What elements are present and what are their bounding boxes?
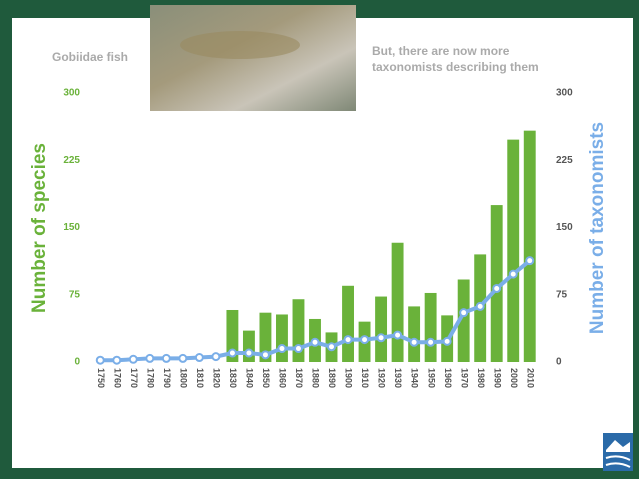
point xyxy=(360,335,370,345)
x-tick-label: 1770 xyxy=(129,368,139,388)
point xyxy=(178,353,188,363)
point xyxy=(508,269,518,279)
point xyxy=(161,353,171,363)
point xyxy=(293,344,303,354)
y2-tick-label: 150 xyxy=(556,222,573,233)
point xyxy=(145,353,155,363)
point xyxy=(211,352,221,362)
point xyxy=(492,283,502,293)
point xyxy=(260,350,270,360)
bar xyxy=(375,296,388,362)
bar xyxy=(342,285,354,362)
point xyxy=(343,335,353,345)
point xyxy=(244,348,254,358)
x-tick-label: 1910 xyxy=(360,368,370,388)
bar xyxy=(276,314,288,362)
x-tick-label: 2010 xyxy=(525,368,535,388)
point xyxy=(128,354,138,364)
x-tick-label: 1810 xyxy=(195,368,205,388)
x-tick-label: 1890 xyxy=(327,368,337,388)
bar xyxy=(457,279,470,362)
point xyxy=(409,337,419,347)
x-tick-label: 1920 xyxy=(377,368,387,388)
x-tick-label: 1940 xyxy=(410,368,420,388)
x-tick-label: 1790 xyxy=(162,368,172,388)
plot: 0 75 150 225 300 0 75 150 225 300 1750 1760 1770 1780… xyxy=(63,88,573,388)
fish-shape xyxy=(180,31,300,59)
x-tick-label: 1780 xyxy=(145,368,155,388)
point xyxy=(376,333,386,343)
logo xyxy=(603,433,633,471)
annotation: taxonomists describing them xyxy=(372,60,539,74)
bar xyxy=(490,205,503,362)
x-tick-label: 1970 xyxy=(459,368,469,388)
bar xyxy=(507,139,520,362)
point xyxy=(442,336,452,346)
point xyxy=(426,337,436,347)
point xyxy=(112,355,122,365)
bar xyxy=(424,292,437,362)
point xyxy=(194,353,204,363)
point xyxy=(227,348,237,358)
bar xyxy=(242,330,255,362)
x-tick-label: 1800 xyxy=(178,368,188,388)
y2-tick-label: 300 xyxy=(556,88,573,99)
point xyxy=(393,330,403,340)
bar xyxy=(408,306,421,362)
x-tick-label: 1880 xyxy=(311,368,321,388)
x-tick-label: 1980 xyxy=(476,368,486,388)
x-tick-label: 1930 xyxy=(393,368,403,388)
y2-tick-label: 225 xyxy=(556,155,573,166)
y-tick-label: 0 xyxy=(74,357,80,368)
annotation: But, there are now more xyxy=(372,44,510,58)
point xyxy=(327,342,337,352)
y-tick-label: 300 xyxy=(63,88,80,99)
point xyxy=(525,256,535,266)
point xyxy=(475,301,485,311)
x-tick-label: 1900 xyxy=(344,368,354,388)
point xyxy=(310,337,320,347)
y-tick-label: 150 xyxy=(63,222,80,233)
y2-tick-label: 0 xyxy=(556,357,562,368)
x-tick-label: 1870 xyxy=(294,368,304,388)
x-tick-label: 1820 xyxy=(212,368,222,388)
bar xyxy=(259,312,272,362)
x-tick-label: 1950 xyxy=(426,368,436,388)
point xyxy=(277,344,287,354)
x-tick-label: 1990 xyxy=(492,368,502,388)
x-tick-label: 1750 xyxy=(96,368,106,388)
x-tick-label: 2000 xyxy=(509,368,519,388)
bar xyxy=(292,299,305,362)
bar xyxy=(226,309,239,362)
point xyxy=(459,308,469,318)
y-tick-label: 225 xyxy=(63,155,80,166)
x-tick-label: 1960 xyxy=(443,368,453,388)
y2-tick-label: 75 xyxy=(556,289,568,300)
y2-axis-title: Number of taxonomists xyxy=(587,122,608,334)
x-tick-label: 1850 xyxy=(261,368,271,388)
y-tick-label: 75 xyxy=(69,289,81,300)
x-tick-label: 1760 xyxy=(112,368,122,388)
x-tick-label: 1840 xyxy=(245,368,255,388)
bar xyxy=(523,130,536,362)
y-axis-title: Number of species xyxy=(29,143,50,313)
point xyxy=(95,355,105,365)
x-tick-label: 1830 xyxy=(228,368,238,388)
x-tick-label: 1860 xyxy=(278,368,288,388)
annotation: Gobiidae fish xyxy=(52,50,128,64)
bar xyxy=(391,242,404,362)
